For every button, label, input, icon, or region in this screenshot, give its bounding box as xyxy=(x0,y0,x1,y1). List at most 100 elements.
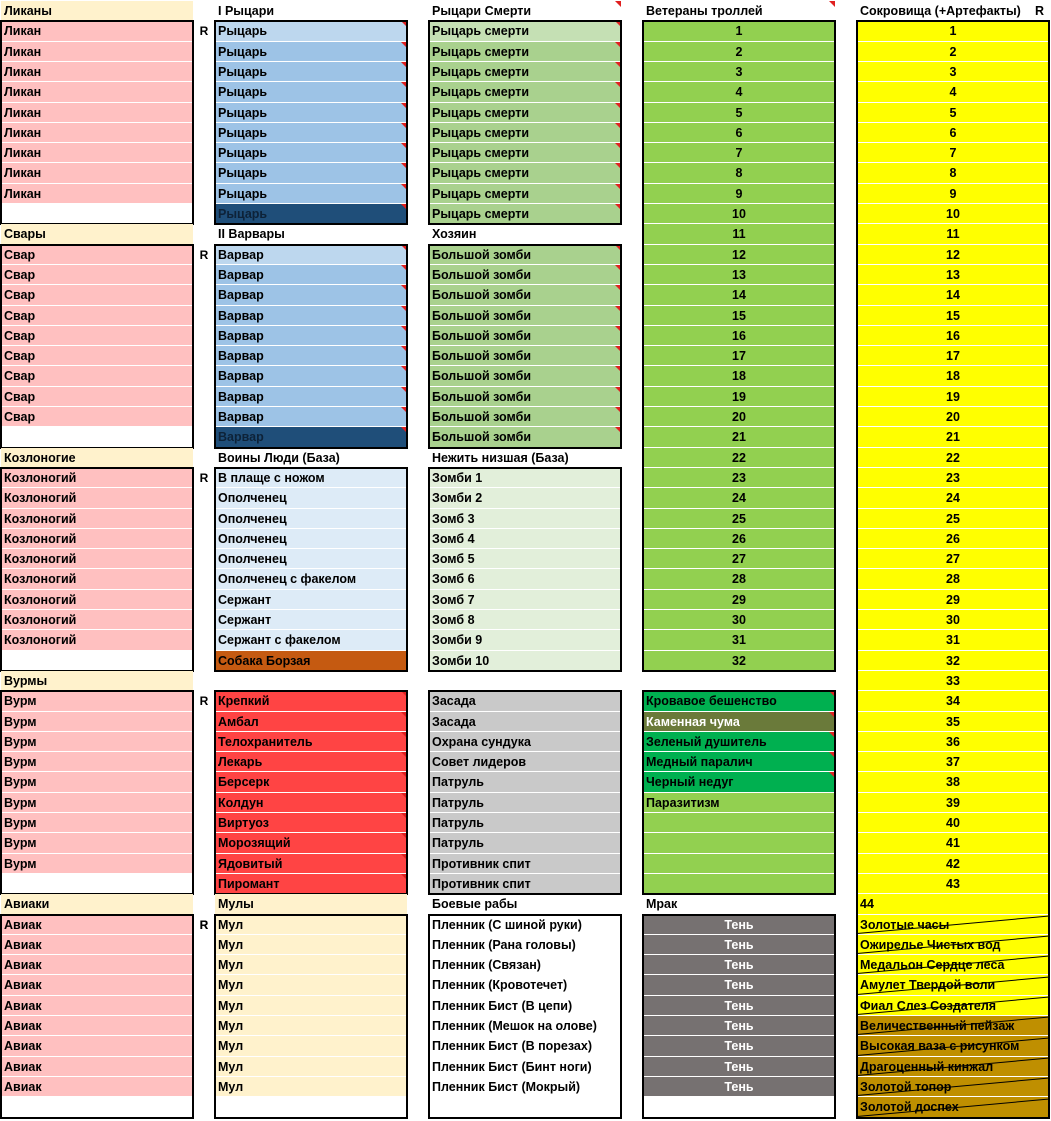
unit-cell[interactable]: Вурм xyxy=(1,732,193,752)
treasure-number-cell[interactable]: 9 xyxy=(857,184,1049,204)
unit-cell[interactable]: Вурм xyxy=(1,772,193,793)
unit-cell[interactable]: Вурм xyxy=(1,712,193,732)
number-cell[interactable]: 21 xyxy=(643,427,835,448)
unit-cell[interactable]: Варвар xyxy=(215,346,407,366)
number-cell[interactable]: 13 xyxy=(643,265,835,285)
unit-cell[interactable]: Козлоногий xyxy=(1,590,193,610)
artifact-cell[interactable]: Золотой топор xyxy=(857,1077,1049,1097)
group-header[interactable]: Хозяин xyxy=(429,224,621,245)
unit-cell[interactable]: Вурм xyxy=(1,833,193,854)
group-header[interactable]: II Варвары xyxy=(215,224,407,245)
unit-cell[interactable]: Пленник (Кровотечет) xyxy=(429,975,621,996)
unit-cell[interactable]: Пленник (Мешок на олове) xyxy=(429,1016,621,1036)
unit-cell[interactable]: Зомб 3 xyxy=(429,509,621,529)
unit-cell[interactable]: Свар xyxy=(1,387,193,407)
unit-cell[interactable]: Зомб 6 xyxy=(429,569,621,590)
treasure-number-cell[interactable]: 39 xyxy=(857,793,1049,813)
number-cell[interactable]: 26 xyxy=(643,529,835,549)
unit-cell[interactable]: Патруль xyxy=(429,772,621,793)
unit-cell[interactable]: Зомби 9 xyxy=(429,630,621,651)
unit-cell[interactable]: Варвар xyxy=(215,285,407,306)
treasure-number-cell[interactable]: 13 xyxy=(857,265,1049,285)
unit-cell[interactable]: Козлоногий xyxy=(1,630,193,651)
unit-cell[interactable]: Рыцарь смерти xyxy=(429,103,621,123)
treasure-number-cell[interactable]: 37 xyxy=(857,752,1049,772)
unit-cell[interactable]: Рыцарь смерти xyxy=(429,143,621,163)
number-cell[interactable]: 32 xyxy=(643,651,835,671)
number-cell[interactable]: 16 xyxy=(643,326,835,346)
group-header[interactable]: Авиаки xyxy=(1,894,193,915)
unit-cell[interactable]: Свар xyxy=(1,265,193,285)
unit-cell[interactable]: Рыцарь xyxy=(215,82,407,103)
unit-cell[interactable]: Авиак xyxy=(1,1016,193,1036)
unit-cell[interactable]: Авиак xyxy=(1,975,193,996)
artifact-cell[interactable]: Ожирелье Чистых вод xyxy=(857,935,1049,955)
unit-cell[interactable]: Вурм xyxy=(1,793,193,813)
unit-cell[interactable]: Большой зомби xyxy=(429,265,621,285)
group-header[interactable]: Ветераны троллей xyxy=(643,1,835,21)
group-header[interactable]: Ликаны xyxy=(1,1,193,21)
unit-cell[interactable]: Патруль xyxy=(429,793,621,813)
unit-cell[interactable]: Козлоногий xyxy=(1,529,193,549)
artifact-cell[interactable]: Медальон Сердце леса xyxy=(857,955,1049,975)
unit-cell[interactable]: Большой зомби xyxy=(429,366,621,387)
unit-cell[interactable]: Козлоногий xyxy=(1,509,193,529)
unit-cell[interactable]: Противник спит xyxy=(429,854,621,874)
shadow-cell[interactable]: Тень xyxy=(643,1077,835,1097)
disease-cell[interactable] xyxy=(643,833,835,854)
disease-cell[interactable]: Кровавое бешенство xyxy=(643,691,835,712)
number-cell[interactable]: 14 xyxy=(643,285,835,306)
unit-cell[interactable]: Варвар xyxy=(215,407,407,427)
unit-cell[interactable]: Рыцарь смерти xyxy=(429,42,621,62)
unit-cell[interactable]: Большой зомби xyxy=(429,427,621,448)
number-cell[interactable]: 3 xyxy=(643,62,835,82)
unit-cell[interactable]: Большой зомби xyxy=(429,245,621,265)
shadow-cell[interactable]: Тень xyxy=(643,955,835,975)
group-header[interactable]: Козлоногие xyxy=(1,448,193,468)
group-header[interactable]: Мрак xyxy=(643,894,835,915)
treasure-number-cell[interactable]: 31 xyxy=(857,630,1049,651)
number-cell[interactable]: 7 xyxy=(643,143,835,163)
unit-cell[interactable]: Варвар xyxy=(215,326,407,346)
unit-cell[interactable]: Большой зомби xyxy=(429,306,621,326)
artifact-cell[interactable]: Золотые часы xyxy=(857,915,1049,935)
disease-cell[interactable] xyxy=(643,854,835,874)
shadow-cell[interactable]: Тень xyxy=(643,1036,835,1057)
treasure-number-cell[interactable]: 33 xyxy=(857,671,1049,691)
unit-cell[interactable]: Рыцарь xyxy=(215,143,407,163)
number-cell[interactable]: 10 xyxy=(643,204,835,224)
treasure-number-cell[interactable]: 21 xyxy=(857,427,1049,448)
treasure-number-cell[interactable]: 42 xyxy=(857,854,1049,874)
unit-cell[interactable]: Охрана сундука xyxy=(429,732,621,752)
unit-cell[interactable]: Варвар xyxy=(215,306,407,326)
unit-cell[interactable]: Авиак xyxy=(1,996,193,1016)
group-header[interactable] xyxy=(215,671,407,691)
unit-cell[interactable]: Пленник Бист (В порезах) xyxy=(429,1036,621,1057)
unit-cell[interactable]: Ликан xyxy=(1,103,193,123)
unit-cell[interactable]: Рыцарь смерти xyxy=(429,123,621,143)
number-cell[interactable]: 28 xyxy=(643,569,835,590)
unit-cell[interactable]: Варвар xyxy=(215,427,407,448)
unit-cell[interactable]: Варвар xyxy=(215,366,407,387)
unit-cell[interactable]: Амбал xyxy=(215,712,407,732)
unit-cell[interactable]: Засада xyxy=(429,712,621,732)
unit-cell[interactable]: Ликан xyxy=(1,184,193,204)
treasure-number-cell[interactable]: 43 xyxy=(857,874,1049,894)
unit-cell[interactable]: Зомб 4 xyxy=(429,529,621,549)
number-cell[interactable]: 8 xyxy=(643,163,835,184)
treasure-number-cell[interactable]: 7 xyxy=(857,143,1049,163)
unit-cell[interactable]: Рыцарь xyxy=(215,42,407,62)
unit-cell[interactable]: Ликан xyxy=(1,42,193,62)
unit-cell[interactable]: Рыцарь смерти xyxy=(429,82,621,103)
unit-cell[interactable]: Зомб 7 xyxy=(429,590,621,610)
disease-cell[interactable]: Зеленый душитель xyxy=(643,732,835,752)
treasure-number-cell[interactable]: 18 xyxy=(857,366,1049,387)
treasure-number-cell[interactable]: 4 xyxy=(857,82,1049,103)
artifact-cell[interactable]: Фиал Слез Создателя xyxy=(857,996,1049,1016)
treasure-number-cell[interactable]: 24 xyxy=(857,488,1049,509)
treasure-number-cell[interactable]: 27 xyxy=(857,549,1049,569)
unit-cell[interactable]: Сержант с факелом xyxy=(215,630,407,651)
unit-cell[interactable]: Вурм xyxy=(1,854,193,874)
treasure-number-cell[interactable]: 41 xyxy=(857,833,1049,854)
unit-cell[interactable]: Козлоногий xyxy=(1,488,193,509)
